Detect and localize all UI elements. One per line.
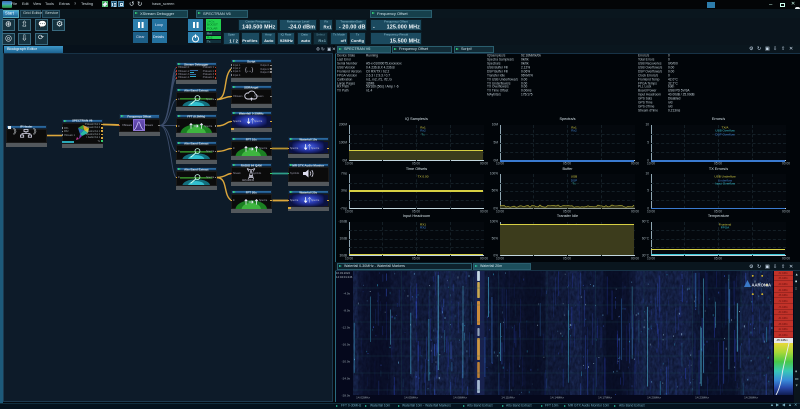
- svg-text:AARONIA: AARONIA: [752, 283, 772, 288]
